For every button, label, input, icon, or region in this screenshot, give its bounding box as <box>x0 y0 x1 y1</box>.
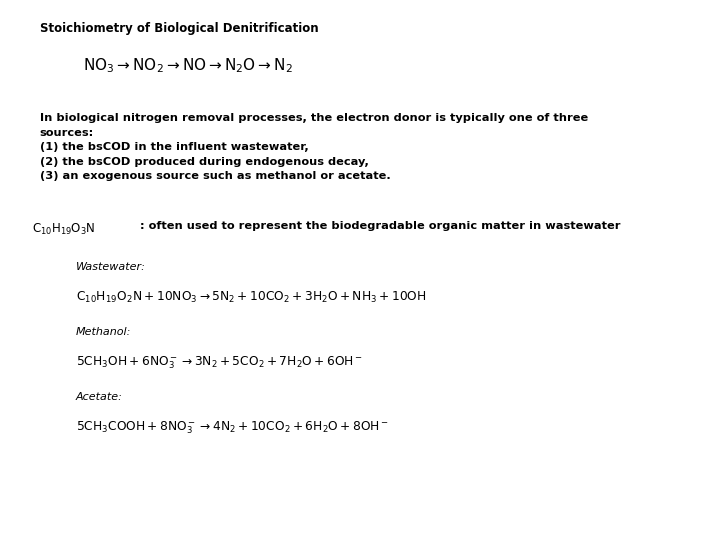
Text: : often used to represent the biodegradable organic matter in wastewater: : often used to represent the biodegrada… <box>140 221 621 231</box>
Text: Wastewater:: Wastewater: <box>76 262 145 272</box>
Text: Acetate:: Acetate: <box>76 392 122 402</box>
Text: Stoichiometry of Biological Denitrification: Stoichiometry of Biological Denitrificat… <box>40 22 318 35</box>
Text: $\mathrm{C_{10}H_{19}O_3N}$: $\mathrm{C_{10}H_{19}O_3N}$ <box>32 221 96 237</box>
Text: $\mathrm{C_{10}H_{19}O_2N + 10NO_3 \rightarrow 5N_2 + 10CO_2 + 3H_2O + NH_3 + 10: $\mathrm{C_{10}H_{19}O_2N + 10NO_3 \righ… <box>76 290 426 305</box>
Text: In biological nitrogen removal processes, the electron donor is typically one of: In biological nitrogen removal processes… <box>40 113 588 181</box>
Text: $\mathrm{NO_3 \rightarrow NO_2 \rightarrow NO \rightarrow N_2O \rightarrow N_2}$: $\mathrm{NO_3 \rightarrow NO_2 \rightarr… <box>83 57 293 76</box>
Text: $\mathrm{5CH_3OH + 6NO_3^- \rightarrow 3N_2 + 5CO_2 + 7H_2O + 6OH^-}$: $\mathrm{5CH_3OH + 6NO_3^- \rightarrow 3… <box>76 355 363 372</box>
Text: $\mathrm{5CH_3COOH + 8NO_3^- \rightarrow 4N_2 + 10CO_2 + 6H_2O + 8OH^-}$: $\mathrm{5CH_3COOH + 8NO_3^- \rightarrow… <box>76 420 389 436</box>
Text: Methanol:: Methanol: <box>76 327 131 337</box>
